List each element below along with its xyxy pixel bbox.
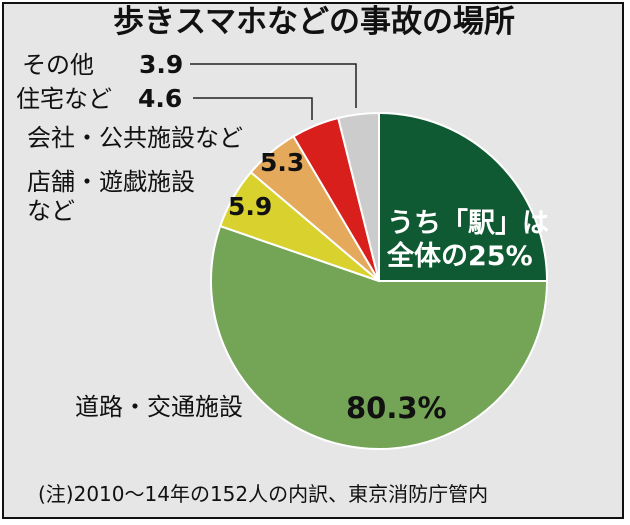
- label-office: 会社・公共施設など: [27, 124, 243, 152]
- leader-line-other: [190, 63, 357, 108]
- value-road: 80.3%: [346, 391, 447, 425]
- highlight-line2: 全体の25%: [386, 240, 533, 272]
- label-other: その他: [22, 51, 94, 79]
- slice-station-highlight: [378, 111, 549, 282]
- leader-line-housing: [193, 97, 313, 120]
- chart-title: 歩きスマホなどの事故の場所: [113, 4, 515, 40]
- value-other: 3.9: [139, 50, 183, 79]
- highlight-line1: うち「駅」は: [387, 207, 549, 239]
- value-office: 5.3: [260, 148, 304, 177]
- value-shop: 5.9: [228, 192, 272, 221]
- value-housing: 4.6: [138, 84, 182, 113]
- label-shop-part1: 店舗・遊戯施設: [27, 168, 195, 196]
- chart-note: (注)2010〜14年の152人の内訳、東京消防庁管内: [38, 482, 488, 506]
- label-road: 道路・交通施設: [75, 393, 243, 421]
- label-shop-part2: など: [27, 197, 75, 225]
- label-shop-line1: 店舗・遊戯施設: [27, 168, 195, 196]
- label-shop-line2: など: [27, 197, 75, 225]
- label-housing: 住宅など: [16, 85, 112, 113]
